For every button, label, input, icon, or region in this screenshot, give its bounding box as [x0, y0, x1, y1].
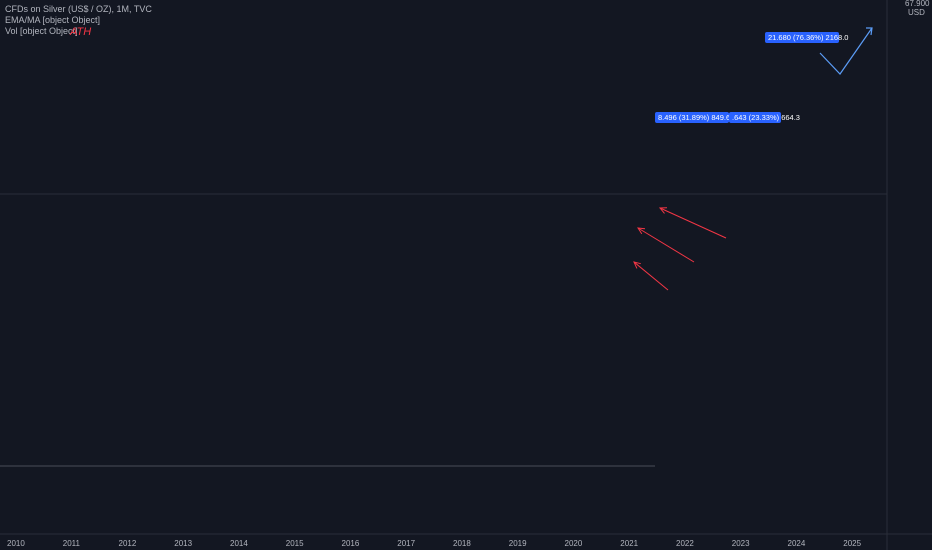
year-tick-label: 2022 [676, 539, 694, 548]
measure-label-mid: .643 (23.33%) 664.3 [732, 113, 800, 122]
annotation-arrows [633, 207, 727, 291]
year-tick-label: 2025 [843, 539, 861, 548]
red-arrow-1 [659, 207, 727, 239]
year-tick-label: 2012 [119, 539, 137, 548]
time-axis: 2010 2011 2012 2013 2014 2015 2016 2017 2018 2019… [7, 539, 862, 548]
year-tick-label: 2017 [397, 539, 415, 548]
legend-volume[interactable]: Vol [object Object] [5, 26, 78, 36]
plot-area [0, 0, 887, 534]
measure-label-short: 8.496 (31.89%) 849.6 [658, 113, 730, 122]
year-tick-label: 2021 [620, 539, 638, 548]
year-tick-label: 2020 [565, 539, 583, 548]
red-arrow-3-head [633, 261, 641, 269]
measure-label-mid-bg [729, 112, 781, 123]
price-axis: 67.900USD55.00043.00039.00035.00031.0002… [905, 0, 930, 17]
red-arrow-1-head [658, 207, 668, 214]
legend-ema-ma[interactable]: EMA/MA [object Object] [5, 15, 101, 25]
red-arrow-2 [637, 227, 695, 263]
year-tick-label: 2016 [342, 539, 360, 548]
year-tick-label: 2010 [7, 539, 25, 548]
year-tick-label: 2024 [788, 539, 806, 548]
year-tick-label: 2013 [174, 539, 192, 548]
legend-symbol[interactable]: CFDs on Silver (US$ / OZ), 1M, TVC [5, 4, 152, 14]
price-axis-top-tick: 67.900 [905, 0, 930, 8]
ath-annotation: ATH [70, 26, 92, 38]
measure-label-long: 21.680 (76.36%) 2168.0 [768, 33, 848, 42]
projection-path [819, 27, 873, 75]
year-tick-label: 2018 [453, 539, 471, 548]
red-arrow-2-head [637, 227, 646, 235]
year-tick-label: 2014 [230, 539, 248, 548]
price-axis-currency: USD [908, 8, 925, 17]
measure-label-long-bg [765, 32, 839, 43]
red-arrow-3 [633, 261, 669, 291]
measure-label-short-bg [655, 112, 729, 123]
year-tick-label: 2015 [286, 539, 304, 548]
measure-projections: 8.496 (31.89%) 849.6.643 (23.33%) 664.3 2… [655, 27, 873, 123]
horizontal-levels [0, 193, 887, 467]
projection-arrow-head [866, 27, 873, 36]
chart-legend: CFDs on Silver (US$ / OZ), 1M, TVC EMA/M… [5, 4, 152, 37]
year-tick-label: 2019 [509, 539, 527, 548]
year-tick-label: 2023 [732, 539, 750, 548]
year-tick-label: 2011 [63, 539, 81, 548]
